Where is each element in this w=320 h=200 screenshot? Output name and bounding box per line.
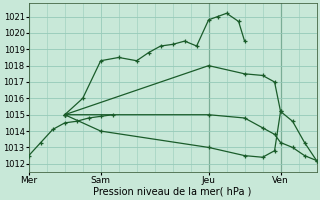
- X-axis label: Pression niveau de la mer( hPa ): Pression niveau de la mer( hPa ): [93, 187, 252, 197]
